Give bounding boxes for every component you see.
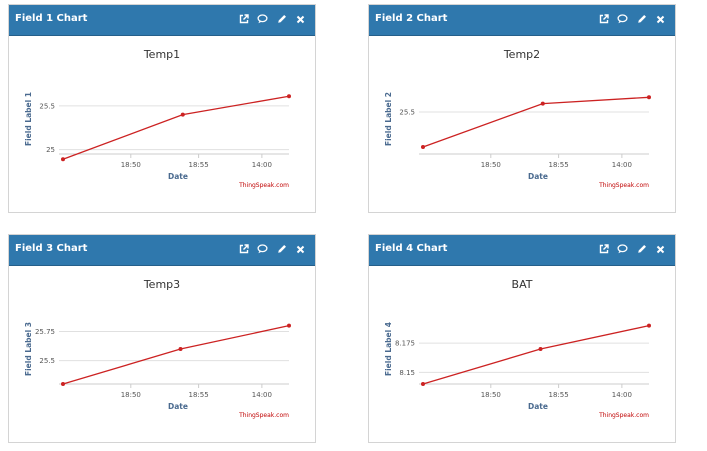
x-axis-label: Date [168,402,188,411]
line-chart: BAT 8.15 8.175 18:50 18:55 14:00 Date Field Lab… [384,278,651,419]
external-link-icon[interactable] [597,242,610,256]
comment-icon[interactable] [616,242,629,256]
chart-area: Temp2 25.5 18:50 18:55 14:00 Date Field Label … [369,36,675,212]
widget-header: Field 1 Chart [9,5,315,36]
widget-title: Field 4 Chart [375,243,448,254]
y-tick-label: 25.5 [39,102,55,110]
line-chart: Temp3 25.5 25.75 18:50 18:55 14:00 Date Field L… [24,278,291,419]
field-1-chart-widget: Field 1 Chart Temp1 25 25.5 18:50 18:55 14:00… [8,4,316,213]
data-point [178,347,183,351]
x-tick-label: 14:00 [612,391,632,399]
widget-toolbar [597,242,667,256]
comment-icon[interactable] [616,12,629,26]
y-tick-label: 8.15 [399,369,415,377]
pencil-icon[interactable] [635,12,648,26]
widget-header: Field 4 Chart [369,235,675,266]
comment-icon[interactable] [256,12,269,26]
series-line [422,325,650,385]
line-chart: Temp2 25.5 18:50 18:55 14:00 Date Field Label … [384,48,651,189]
close-icon[interactable] [654,12,667,26]
widget-title: Field 3 Chart [15,243,88,254]
series-line [422,96,650,148]
y-tick-label: 25.5 [399,109,415,117]
thingspeak-credit: ThingSpeak.com [238,182,289,189]
data-point [421,382,425,386]
external-link-icon[interactable] [237,242,250,256]
y-tick-label: 25.5 [39,357,55,365]
close-icon[interactable] [294,242,307,256]
thingspeak-credit: ThingSpeak.com [598,182,649,189]
x-axis-label: Date [168,172,188,181]
thingspeak-credit: ThingSpeak.com [238,412,289,419]
series-line [62,325,290,385]
y-axis-label: Field Label 4 [384,322,393,376]
x-axis-label: Date [528,172,548,181]
widget-toolbar [597,12,667,26]
chart-title: BAT [512,278,533,291]
pencil-icon[interactable] [635,242,648,256]
field-3-chart-widget: Field 3 Chart Temp3 25.5 25.75 18:50 18:55 14… [8,234,316,443]
chart-area: BAT 8.15 8.175 18:50 18:55 14:00 Date Field Lab… [369,266,675,442]
field-4-chart-widget: Field 4 Chart BAT 8.15 8.175 18:50 18:55 14:0… [368,234,676,443]
data-point [287,94,291,99]
x-tick-label: 18:50 [481,391,501,399]
widget-header: Field 3 Chart [9,235,315,266]
chart-area: Temp1 25 25.5 18:50 18:55 14:00 Date Field Labe… [9,36,315,212]
line-chart: Temp1 25 25.5 18:50 18:55 14:00 Date Field Labe… [24,48,291,189]
comment-icon[interactable] [256,242,269,256]
external-link-icon[interactable] [237,12,250,26]
x-tick-label: 18:55 [189,161,209,169]
x-tick-label: 18:55 [549,391,569,399]
data-point [538,347,543,351]
widget-toolbar [237,12,307,26]
x-tick-label: 14:00 [252,391,272,399]
widget-title: Field 1 Chart [15,13,88,24]
x-axis-label: Date [528,402,548,411]
data-point [647,323,651,328]
chart-title: Temp3 [143,278,180,291]
external-link-icon[interactable] [597,12,610,26]
widget-header: Field 2 Chart [369,5,675,36]
data-point [421,145,425,149]
data-point [647,95,651,100]
x-tick-label: 18:55 [189,391,209,399]
chart-title: Temp2 [503,48,540,61]
data-point [287,323,291,328]
x-tick-label: 14:00 [612,161,632,169]
chart-title: Temp1 [143,48,180,61]
close-icon[interactable] [654,242,667,256]
data-point [61,382,65,386]
data-point [540,101,545,106]
widget-title: Field 2 Chart [375,13,448,24]
close-icon[interactable] [294,12,307,26]
x-tick-label: 18:55 [549,161,569,169]
field-2-chart-widget: Field 2 Chart Temp2 25.5 18:50 18:55 14:00 Da… [368,4,676,213]
pencil-icon[interactable] [275,242,288,256]
y-axis-label: Field Label 2 [384,92,393,146]
x-tick-label: 14:00 [252,161,272,169]
y-tick-label: 25 [46,146,55,154]
y-axis-label: Field Label 3 [24,322,33,376]
data-point [180,112,185,117]
pencil-icon[interactable] [275,12,288,26]
y-tick-label: 8.175 [395,340,415,348]
thingspeak-credit: ThingSpeak.com [598,412,649,419]
data-point [61,157,65,162]
chart-area: Temp3 25.5 25.75 18:50 18:55 14:00 Date Field L… [9,266,315,442]
x-tick-label: 18:50 [481,161,501,169]
x-tick-label: 18:50 [121,391,141,399]
widget-toolbar [237,242,307,256]
y-axis-label: Field Label 1 [24,92,33,146]
y-tick-label: 25.75 [35,328,55,336]
x-tick-label: 18:50 [121,161,141,169]
